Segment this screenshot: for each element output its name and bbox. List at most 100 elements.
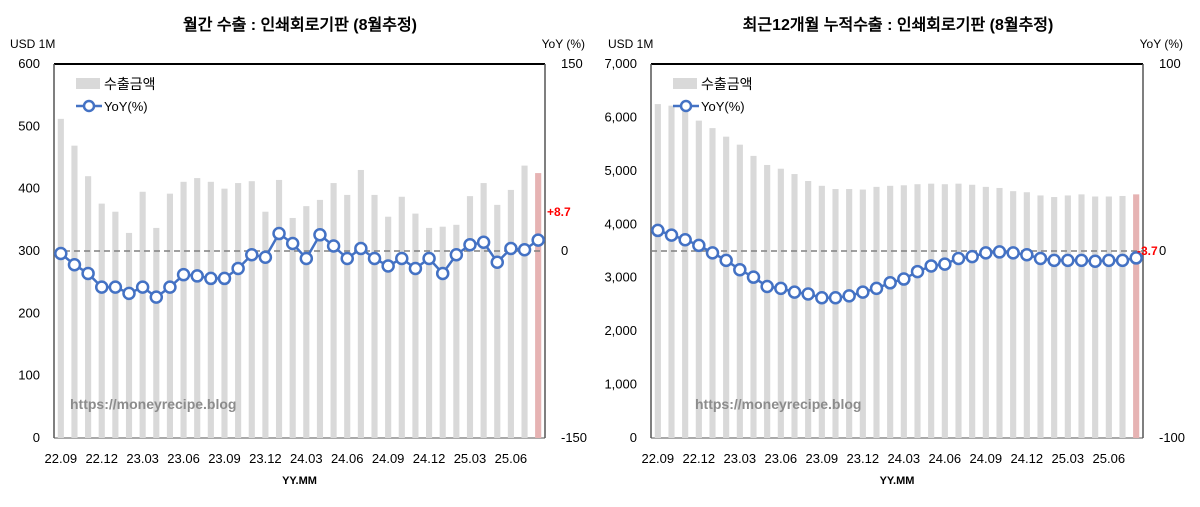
yoy-point-23.05: [163, 280, 177, 294]
yoy-point-22.12: [692, 238, 706, 253]
bar-24.09: [982, 186, 989, 438]
yoy-point-23.11: [842, 289, 856, 303]
yoy-point-24.05: [326, 239, 341, 253]
x-tick-label: 23.09: [806, 451, 839, 466]
yoy-point-24.03: [299, 251, 314, 266]
yoy-point-23.08: [801, 287, 815, 301]
yoy-point-25.04: [476, 235, 491, 250]
x-tick-label: 22.12: [85, 451, 118, 466]
bar-23.02: [723, 136, 730, 439]
bar-23.08: [207, 181, 214, 438]
bar-23.10: [235, 183, 242, 438]
yoy-point-25.08: [1129, 251, 1143, 265]
yoy-point-22.10: [67, 257, 82, 272]
bar-23.06: [777, 168, 784, 438]
bar-25.03: [466, 196, 474, 438]
bar-22.12: [98, 203, 105, 438]
right-tick-label: -100: [1159, 430, 1185, 445]
yoy-point-22.11: [81, 266, 95, 281]
yoy-point-24.11: [408, 261, 423, 276]
bar-25.03: [1064, 195, 1071, 438]
bar-23.04: [750, 155, 757, 438]
left-axis-unit: USD 1M: [608, 37, 653, 51]
watermark: https://moneyrecipe.blog: [70, 396, 236, 412]
bar-22.10: [71, 145, 78, 438]
bar-24.01: [873, 186, 880, 438]
bar-24.06: [344, 194, 351, 438]
yoy-point-23.02: [719, 253, 733, 268]
yoy-point-25.08: [531, 233, 545, 247]
bar-24.08: [371, 194, 378, 438]
left-tick-label: 500: [18, 118, 40, 133]
right-tick-label: 150: [561, 56, 583, 71]
bar-23.11: [248, 181, 255, 439]
yoy-point-25.02: [449, 247, 464, 262]
bar-23.07: [194, 178, 201, 438]
yoy-point-23.06: [176, 267, 191, 282]
bar-24.12: [426, 227, 433, 438]
right-tick-label: 0: [561, 243, 568, 258]
bar-24.06: [941, 184, 948, 438]
bar-24.07: [357, 169, 364, 438]
legend-line-label: YoY(%): [104, 99, 148, 114]
yoy-point-22.12: [94, 280, 109, 294]
x-tick-label: 23.06: [765, 451, 798, 466]
yoy-point-24.09: [979, 246, 993, 260]
bar-23.06: [180, 181, 187, 438]
yoy-point-25.05: [490, 255, 505, 269]
bar-24.10: [398, 196, 405, 438]
bar-25.04: [1078, 194, 1085, 438]
yoy-point-23.03: [733, 262, 747, 277]
yoy-point-23.03: [135, 280, 150, 294]
bar-24.12: [1023, 192, 1030, 438]
yoy-point-23.04: [149, 290, 164, 304]
bar-25.06: [507, 189, 514, 438]
legend-bar-label: 수출금액: [104, 76, 156, 92]
yoy-point-24.09: [381, 259, 395, 273]
x-tick-label: 22.09: [45, 451, 78, 466]
bar-25.02: [453, 224, 460, 438]
yoy-point-24.01: [869, 281, 884, 296]
yoy-point-25.06: [504, 241, 518, 256]
x-tick-label: 23.09: [208, 451, 241, 466]
yoy-point-24.02: [883, 276, 897, 290]
x-tick-label: 25.03: [1052, 451, 1085, 466]
bar-23.03: [139, 191, 146, 438]
bar-22.09: [654, 104, 661, 439]
legend-line-marker: [82, 99, 96, 113]
bar-24.11: [412, 213, 419, 438]
bar-23.12: [262, 211, 269, 438]
bar-25.08: [535, 173, 542, 439]
yoy-point-25.01: [1033, 251, 1048, 266]
right-tick-label: 100: [1159, 56, 1181, 71]
bar-25.01: [439, 226, 446, 438]
watermark: https://moneyrecipe.blog: [695, 396, 861, 412]
yoy-point-22.09: [651, 223, 665, 238]
legend-bar-swatch: [673, 78, 697, 89]
x-axis-title: YY.MM: [880, 475, 915, 487]
bar-23.09: [818, 185, 825, 438]
bar-23.09: [221, 188, 228, 438]
yoy-point-22.09: [54, 246, 68, 261]
yoy-point-23.08: [204, 271, 218, 286]
yoy-point-23.01: [705, 246, 720, 260]
left-tick-label: 0: [630, 430, 637, 445]
left-tick-label: 4,000: [604, 216, 637, 231]
bar-25.07: [521, 165, 528, 438]
bar-23.11: [846, 189, 853, 438]
left-tick-label: 200: [18, 305, 40, 320]
x-tick-label: 23.03: [724, 451, 757, 466]
yoy-point-24.02: [285, 236, 300, 251]
x-tick-label: 22.12: [683, 451, 716, 466]
yoy-point-24.07: [354, 241, 368, 256]
yoy-point-23.11: [245, 247, 259, 262]
bar-23.02: [125, 232, 133, 438]
x-tick-label: 25.06: [495, 451, 528, 466]
x-tick-label: 24.09: [372, 451, 405, 466]
yoy-point-24.11: [1006, 246, 1020, 260]
yoy-point-25.04: [1074, 253, 1089, 268]
yoy-point-24.10: [395, 251, 409, 266]
bar-24.02: [289, 217, 296, 438]
bar-25.04: [480, 183, 487, 438]
